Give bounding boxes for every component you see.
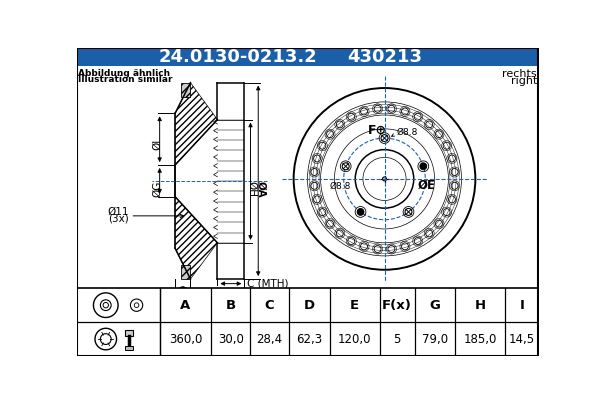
Text: 30,0: 30,0 — [218, 332, 244, 346]
Text: ØI: ØI — [152, 139, 163, 150]
Text: Abbildung ähnlich: Abbildung ähnlich — [78, 69, 170, 78]
Bar — [181, 265, 190, 279]
Text: 185,0: 185,0 — [464, 332, 497, 346]
Text: ØH: ØH — [247, 181, 257, 197]
Text: Ø8.8: Ø8.8 — [329, 182, 350, 191]
Text: right: right — [511, 76, 537, 86]
Bar — [181, 83, 190, 96]
Text: C: C — [265, 299, 274, 312]
Circle shape — [342, 163, 349, 170]
Text: E: E — [350, 299, 359, 312]
Text: Ø8.8: Ø8.8 — [397, 128, 418, 137]
Text: 28,4: 28,4 — [257, 332, 283, 346]
Text: 62,3: 62,3 — [296, 332, 322, 346]
Text: B: B — [226, 299, 236, 312]
Text: Illustration similar: Illustration similar — [78, 75, 173, 84]
Text: ØG: ØG — [152, 181, 163, 197]
Text: Ø11: Ø11 — [107, 207, 129, 217]
Text: F⊕: F⊕ — [368, 124, 387, 137]
Text: 14,5: 14,5 — [509, 332, 535, 346]
Polygon shape — [175, 197, 217, 279]
Text: ØA: ØA — [256, 181, 266, 198]
Bar — [77, 48, 539, 66]
Text: (3x): (3x) — [108, 214, 129, 224]
Circle shape — [383, 177, 386, 181]
Bar — [77, 288, 539, 356]
Text: 430213: 430213 — [347, 48, 422, 66]
Bar — [125, 330, 133, 336]
Text: I: I — [520, 299, 524, 312]
Text: 24.0130-0213.2: 24.0130-0213.2 — [159, 48, 317, 66]
Text: G: G — [430, 299, 440, 312]
Text: 120,0: 120,0 — [338, 332, 371, 346]
Text: D: D — [304, 299, 315, 312]
Text: A: A — [181, 299, 191, 312]
Text: F(x): F(x) — [382, 299, 412, 312]
Bar — [125, 346, 133, 350]
Text: 360,0: 360,0 — [169, 332, 202, 346]
Text: ØE: ØE — [418, 178, 436, 192]
Text: C (MTH): C (MTH) — [247, 279, 289, 289]
Text: D: D — [205, 298, 214, 308]
Text: H: H — [475, 299, 486, 312]
Polygon shape — [175, 83, 217, 165]
Text: B: B — [179, 292, 187, 302]
Circle shape — [381, 135, 388, 142]
Text: rechts: rechts — [502, 69, 537, 79]
Text: 79,0: 79,0 — [422, 332, 448, 346]
Text: 5: 5 — [394, 332, 401, 346]
Circle shape — [405, 208, 412, 215]
Circle shape — [357, 208, 364, 215]
Circle shape — [420, 163, 427, 170]
